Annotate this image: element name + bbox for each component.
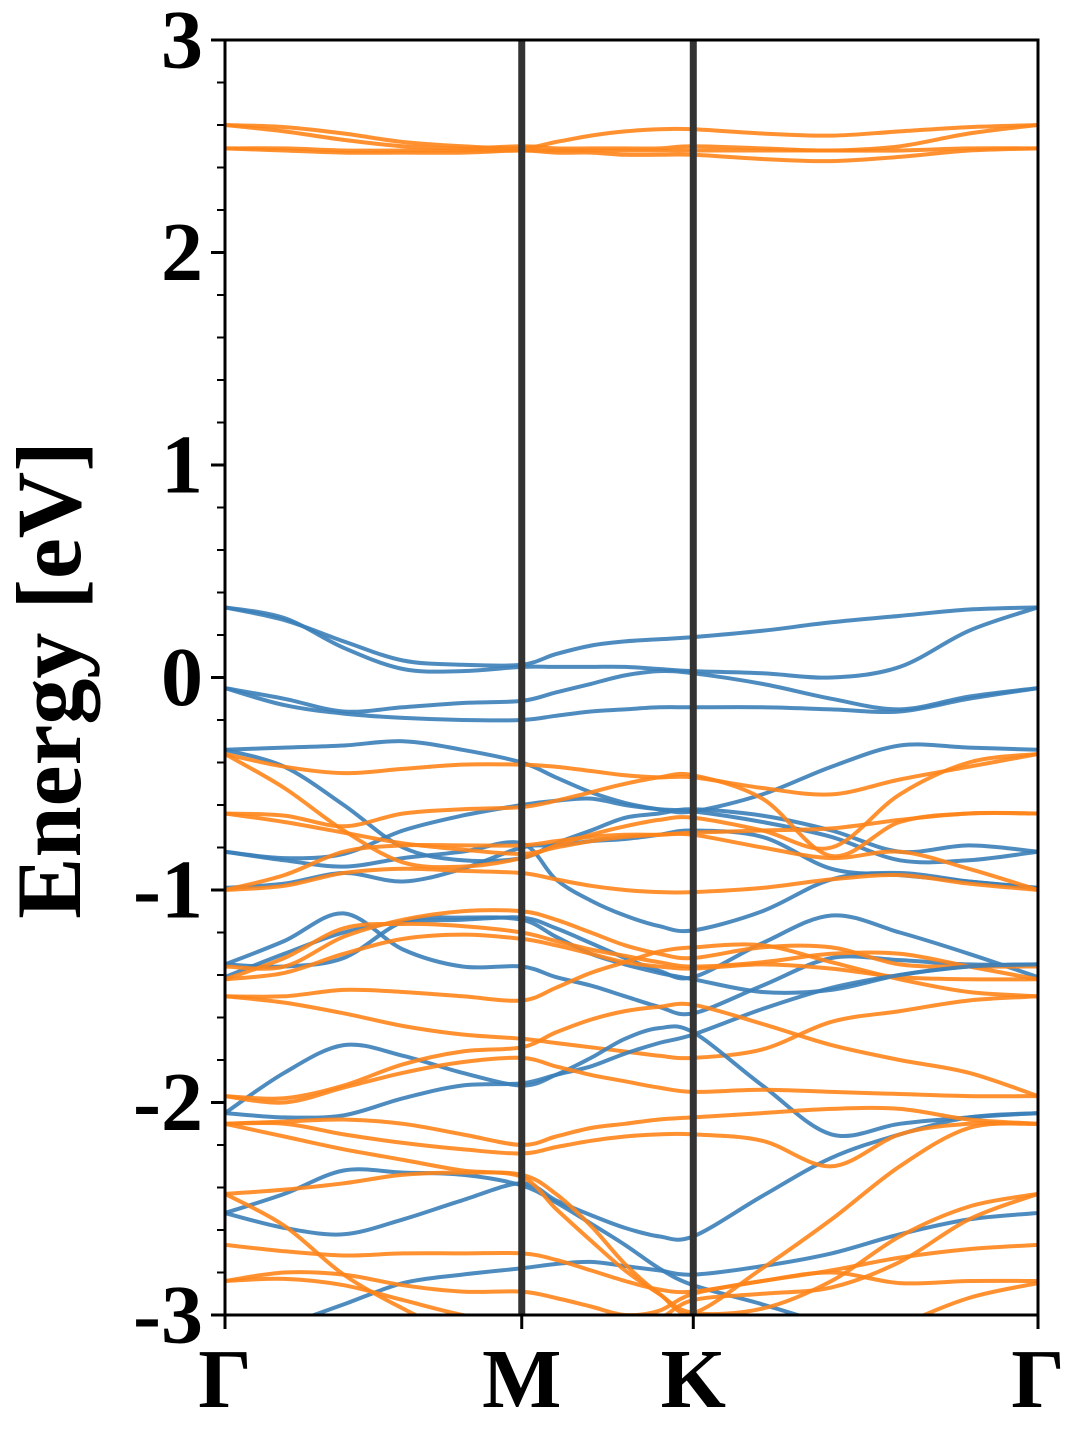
- band-lines: [225, 123, 1038, 1315]
- band-line-orange-13: [225, 752, 1038, 797]
- band-line-orange-38: [225, 1192, 1038, 1315]
- band-line-orange-15: [225, 771, 1038, 859]
- band-line-orange-4: [225, 123, 1038, 151]
- band-line-blue-1: [225, 605, 1038, 680]
- band-line-blue-8: [225, 739, 1038, 815]
- band-line-blue-0: [225, 605, 1038, 668]
- y-axis-ticks: -3 -2 -1 0 1 2 3: [133, 0, 225, 1362]
- band-line-blue-3: [225, 686, 1038, 723]
- y-axis-label: Energy [eV]: [0, 441, 100, 919]
- band-line-orange-23: [225, 921, 1038, 982]
- y-tick-label: 1: [161, 419, 203, 512]
- y-tick-label: -2: [133, 1056, 203, 1149]
- band-line-orange-5: [225, 123, 1038, 153]
- y-tick-label: -3: [133, 1269, 203, 1362]
- y-tick-label: 0: [161, 631, 203, 724]
- band-line-orange-18: [225, 866, 1038, 895]
- band-line-orange-35: [225, 1121, 1038, 1169]
- band-line-orange-36: [225, 1121, 1038, 1315]
- x-tick-label: Γ: [1011, 1333, 1064, 1426]
- band-line-orange-7: [225, 146, 1038, 153]
- band-line-orange-33: [225, 1055, 1038, 1105]
- band-line-blue-11: [225, 828, 1038, 890]
- y-tick-label: 2: [161, 206, 203, 299]
- band-line-blue-27: [225, 1024, 1038, 1138]
- band-line-blue-12: [225, 840, 1038, 934]
- x-tick-label: K: [661, 1333, 726, 1426]
- band-line-orange-34: [225, 1105, 1038, 1148]
- band-line-blue-9: [225, 747, 1038, 864]
- y-tick-label: -1: [133, 844, 203, 937]
- band-line-orange-17: [225, 831, 1038, 892]
- x-tick-label: Γ: [198, 1333, 251, 1426]
- band-line-orange-41: [225, 1192, 1038, 1315]
- band-line-blue-2: [225, 669, 1038, 714]
- band-line-blue-28: [225, 962, 1038, 1120]
- band-line-blue-29: [225, 1167, 805, 1315]
- band-line-orange-6: [225, 146, 1038, 164]
- band-line-orange-25: [225, 942, 1038, 1003]
- y-tick-label: 3: [161, 0, 203, 87]
- band-line-orange-14: [225, 752, 1038, 870]
- x-tick-label: M: [482, 1333, 561, 1426]
- band-line-orange-26: [225, 994, 1038, 1061]
- band-line-orange-22: [225, 908, 1038, 971]
- band-line-orange-16: [225, 811, 1038, 856]
- band-line-orange-39: [225, 1242, 1038, 1295]
- high-symmetry-lines: [518, 40, 697, 1315]
- band-line-orange-32: [225, 1001, 1038, 1101]
- band-line-blue-30: [225, 1111, 1038, 1242]
- band-line-orange-37: [225, 1170, 1038, 1315]
